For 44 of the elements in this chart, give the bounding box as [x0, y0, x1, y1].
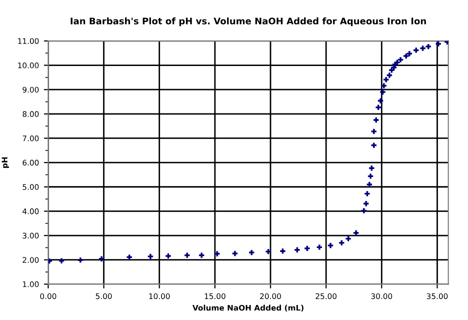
point: [366, 182, 372, 188]
point: [426, 44, 431, 50]
point: [368, 174, 374, 179]
point: [304, 246, 310, 252]
point: [381, 83, 386, 88]
point: [249, 250, 254, 256]
point: [376, 104, 381, 110]
point: [294, 247, 300, 252]
point: [371, 142, 376, 148]
point: [232, 250, 238, 256]
point: [98, 256, 104, 262]
point: [363, 201, 369, 206]
point: [404, 53, 409, 59]
point: [373, 117, 379, 123]
point: [184, 252, 190, 258]
point: [371, 128, 376, 134]
point: [420, 46, 426, 51]
point: [406, 51, 412, 56]
point: [198, 252, 204, 258]
point: [280, 248, 286, 254]
point: [384, 77, 389, 82]
point: [364, 191, 370, 196]
point: [126, 254, 132, 260]
point: [436, 41, 441, 46]
point: [353, 230, 359, 236]
point: [361, 208, 366, 214]
chart-title: Ian Barbash's Plot of pH vs. Volume NaOH Added for Aqueous Iron Ion: [70, 17, 426, 26]
point: [78, 257, 84, 263]
point: [444, 40, 448, 45]
point: [316, 244, 322, 250]
point: [58, 258, 64, 264]
point: [398, 57, 404, 62]
point: [414, 48, 419, 53]
point: [378, 98, 384, 104]
point: [369, 166, 374, 171]
point: [166, 253, 171, 259]
point: [328, 242, 334, 248]
point: [214, 251, 220, 256]
point: [346, 236, 351, 242]
point: [266, 248, 271, 254]
point: [386, 72, 392, 78]
point: [339, 240, 344, 246]
point: [148, 254, 154, 260]
point: [380, 89, 386, 95]
